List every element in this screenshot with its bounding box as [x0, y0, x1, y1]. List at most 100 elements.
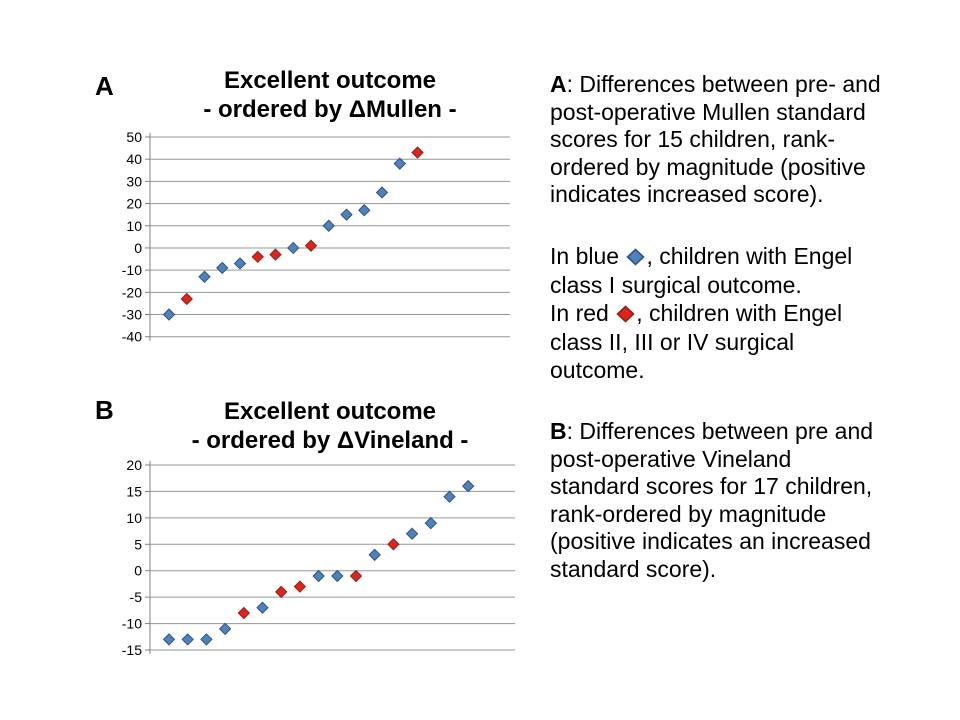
- y-axis-tick-label: 0: [134, 240, 142, 256]
- red-diamond-shape: [616, 304, 635, 323]
- caption-line: post-operative Mullen standard: [550, 99, 955, 127]
- data-point-blue-diamond: [200, 633, 213, 646]
- blue-diamond-icon: [626, 245, 646, 273]
- data-point-blue-diamond: [393, 157, 406, 170]
- data-point-blue-diamond: [233, 257, 247, 270]
- data-point-red-diamond: [304, 239, 318, 252]
- caption-line: standard scores for 17 children,: [550, 473, 955, 501]
- y-axis-tick-label: -10: [122, 616, 142, 632]
- data-point-blue-diamond: [312, 569, 325, 583]
- data-point-blue-diamond: [443, 490, 456, 503]
- caption-line: In red , children with Engel: [550, 300, 955, 330]
- caption-text: ordered by magnitude (positive: [550, 153, 866, 180]
- data-point-red-diamond: [251, 250, 264, 264]
- chart-title-b-line1: Excellent outcome: [223, 398, 437, 425]
- caption-text: : Differences between pre and: [566, 418, 874, 444]
- caption-text: class I surgical outcome.: [550, 272, 802, 298]
- data-point-blue-diamond: [218, 622, 232, 636]
- chart-panel-b: B Excellent outcome - ordered by ΔVinela…: [85, 388, 525, 688]
- data-point-red-diamond: [411, 146, 424, 159]
- data-point-blue-diamond: [256, 601, 269, 614]
- chart-plot-a: 50 40 30 20 10 0 -10 -20 -30 -40: [122, 129, 510, 345]
- chart-title-b-line2: - ordered by ΔVineland -: [191, 427, 469, 454]
- caption-line: class II, III or IV surgical: [550, 329, 955, 357]
- caption-text: post-operative Vineland: [550, 445, 792, 472]
- y-axis-tick-label: 20: [126, 196, 142, 212]
- data-point-blue-diamond: [162, 308, 176, 321]
- caption-line: post-operative Vineland: [550, 446, 955, 474]
- chart-plot-b: 20 15 10 5 0 -5 -10 -15: [122, 457, 515, 658]
- y-axis-tick-label: 20: [126, 457, 142, 473]
- chart-panel-a: A Excellent outcome - ordered by ΔMullen…: [85, 60, 525, 355]
- caption-line: B: Differences between pre and: [550, 418, 955, 446]
- caption-line: standard score).: [550, 556, 955, 584]
- caption-legend: In blue , children with Engel class I sur…: [550, 243, 955, 385]
- y-axis-tick-label: 15: [126, 483, 142, 499]
- data-point-blue-diamond: [287, 241, 300, 255]
- y-axis-tick-label: 50: [126, 129, 142, 145]
- caption-line: scores for 15 children, rank-: [550, 126, 955, 154]
- caption-text: indicates increased score).: [550, 181, 824, 207]
- caption-line: A: Differences between pre- and: [550, 71, 955, 99]
- caption-text: : Differences between pre- and: [566, 71, 881, 97]
- data-point-blue-diamond: [198, 270, 211, 283]
- data-point-blue-diamond: [162, 633, 176, 646]
- caption-line: In blue , children with Engel: [550, 243, 955, 273]
- data-point-blue-diamond: [181, 633, 194, 646]
- data-point-red-diamond: [180, 292, 193, 306]
- panel-label-b: B: [95, 395, 114, 425]
- y-axis-tick-label: -10: [122, 262, 142, 278]
- panel-label-a: A: [95, 71, 114, 101]
- chart-title-b: Excellent outcome - ordered by ΔVineland…: [135, 397, 525, 455]
- caption-text: In red: [550, 299, 616, 326]
- data-point-red-diamond: [237, 606, 251, 620]
- caption-text: outcome.: [550, 356, 645, 383]
- y-axis-tick-label: -5: [130, 589, 143, 605]
- caption-bold-label: B: [550, 418, 567, 444]
- caption-a: A: Differences between pre- and post-oper…: [550, 71, 955, 209]
- data-point-blue-diamond: [368, 548, 381, 562]
- chart-title-a: Excellent outcome - ordered by ΔMullen -: [135, 66, 525, 124]
- y-axis-tick-label: 40: [126, 151, 142, 167]
- data-point-red-diamond: [349, 569, 363, 583]
- y-axis-tick-label: 0: [134, 563, 142, 579]
- caption-b: B: Differences between pre and post-opera…: [550, 418, 955, 583]
- caption-line: outcome.: [550, 357, 955, 385]
- caption-text: standard score).: [550, 555, 717, 582]
- caption-bold-label: A: [550, 71, 567, 97]
- caption-text: scores for 15 children, rank-: [550, 126, 836, 152]
- data-point-blue-diamond: [461, 479, 475, 493]
- data-point-blue-diamond: [216, 261, 229, 275]
- caption-text: standard scores for 17 children,: [550, 473, 873, 499]
- y-axis-tick-label: 5: [134, 536, 142, 552]
- y-axis-tick-label: 10: [126, 510, 142, 526]
- data-point-red-diamond: [274, 585, 288, 599]
- data-point-red-diamond: [387, 538, 400, 551]
- y-axis-tick-label: -20: [122, 284, 142, 300]
- caption-text: , children with Engel: [646, 242, 853, 269]
- caption-line: rank-ordered by magnitude: [550, 501, 955, 529]
- caption-line: (positive indicates an increased: [550, 528, 955, 556]
- data-point-blue-diamond: [375, 186, 389, 199]
- caption-text: rank-ordered by magnitude: [550, 500, 827, 527]
- caption-text: class II, III or IV surgical: [550, 329, 795, 355]
- data-point-blue-diamond: [424, 516, 438, 530]
- data-point-blue-diamond: [358, 204, 371, 217]
- data-point-red-diamond: [269, 248, 282, 261]
- chart-title-a-line2: - ordered by ΔMullen -: [203, 96, 457, 123]
- figure-caption: A: Differences between pre- and post-oper…: [550, 71, 955, 617]
- chart-title-a-line1: Excellent outcome: [223, 67, 437, 94]
- caption-text: post-operative Mullen standard: [550, 98, 866, 125]
- data-point-blue-diamond: [340, 208, 353, 221]
- red-diamond-icon: [616, 302, 635, 330]
- caption-line: ordered by magnitude (positive: [550, 154, 955, 182]
- caption-text: , children with Engel: [636, 299, 843, 326]
- data-point-blue-diamond: [405, 527, 419, 540]
- caption-text: (positive indicates an increased: [550, 528, 871, 554]
- y-axis-tick-label: -40: [122, 329, 142, 345]
- caption-line: class I surgical outcome.: [550, 272, 955, 300]
- data-point-red-diamond: [293, 580, 307, 593]
- data-point-blue-diamond: [331, 569, 344, 583]
- y-axis-tick-label: 10: [126, 218, 142, 234]
